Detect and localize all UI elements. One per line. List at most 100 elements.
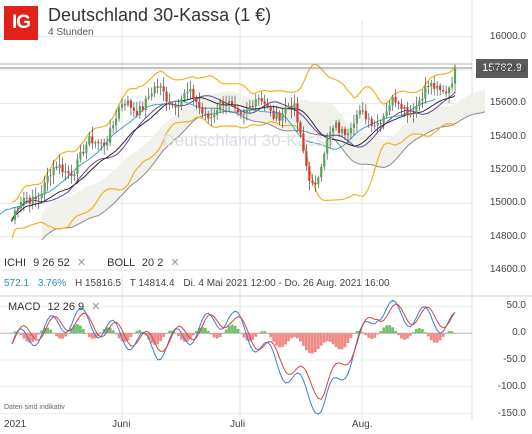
candle-body (227, 101, 231, 104)
candle-body (25, 197, 28, 199)
macd-histogram-bar (200, 326, 204, 334)
change-value: 572.1 (4, 278, 30, 289)
macd-histogram-bar (150, 333, 154, 344)
macd-histogram-bar (233, 325, 237, 334)
macd-histogram-bar (13, 331, 17, 334)
macd-histogram-bar (52, 332, 56, 334)
macd-histogram-bar (206, 330, 210, 334)
bollinger-bands (11, 63, 456, 239)
macd-histogram-bar (438, 333, 442, 341)
candle-body (442, 90, 445, 92)
candle-body (111, 125, 115, 129)
boll-params: 20 2 (141, 257, 164, 269)
kijun-line (11, 95, 456, 221)
candle-body (412, 113, 415, 115)
ig-logo: IG (4, 6, 38, 40)
macd-histogram-bar (212, 333, 216, 338)
macd-histogram-bar (117, 333, 121, 339)
candle-body (302, 133, 305, 152)
candle-body (224, 103, 228, 105)
macd-y-tick-label: -150.0 (497, 407, 526, 419)
macd-histogram-bar (296, 333, 299, 339)
macd-histogram-bar (432, 333, 436, 343)
candle-body (147, 96, 150, 99)
macd-histogram-bar (129, 333, 133, 338)
candle-body (46, 175, 49, 183)
candlesticks (10, 64, 457, 225)
candle-body (242, 113, 246, 115)
candle-body (445, 91, 448, 94)
macd-histogram-bar (73, 325, 76, 334)
candle-body (183, 93, 186, 100)
macd-label[interactable]: MACD (8, 301, 41, 313)
macd-histogram-bar (325, 333, 329, 342)
y-tick-label: 15200.0 (489, 164, 526, 175)
candle-body (334, 122, 338, 128)
remove-boll-button[interactable]: ✕ (170, 257, 180, 269)
macd-histogram-bar (307, 333, 311, 354)
candle-body (296, 103, 299, 123)
remove-macd-button[interactable]: ✕ (91, 301, 101, 313)
ichimoku-cloud (41, 88, 486, 241)
macd-histogram-bar (319, 333, 323, 346)
macd-histogram-bar (221, 333, 225, 334)
candle-body (162, 86, 165, 92)
ichi-label[interactable]: ICHI (4, 257, 26, 269)
macd-histogram-bar (22, 333, 26, 339)
macd-histogram-bar (257, 333, 261, 334)
macd-histogram-bar (37, 333, 41, 335)
macd-histogram-bar (403, 333, 406, 340)
macd-histogram-bar (28, 333, 32, 343)
candle-body (421, 98, 424, 101)
candle-body (117, 107, 121, 119)
macd-histogram-bar (138, 330, 142, 334)
candle-body (272, 110, 275, 119)
candle-body (207, 113, 210, 119)
macd-histogram-bar (313, 333, 317, 352)
candle-body (82, 151, 85, 154)
candle-body (37, 198, 40, 200)
candle-body (73, 173, 76, 177)
macd-histogram-bar (349, 333, 353, 339)
candle-body (186, 91, 189, 94)
tenkan-line (11, 91, 456, 221)
candle-body (88, 136, 91, 145)
boll-label[interactable]: BOLL (107, 257, 135, 269)
candle-body (79, 151, 82, 160)
candle-body (326, 138, 329, 154)
candle-body (358, 110, 361, 115)
macd-y-tick-label: -50.0 (503, 354, 526, 365)
macd-histogram-bar (423, 332, 427, 334)
macd-histogram-bar (126, 333, 130, 341)
candle-body (85, 144, 88, 154)
candle-body (239, 112, 243, 115)
macd-histogram-bar (382, 327, 386, 334)
candle-body (198, 101, 201, 108)
macd-histogram-bar (114, 333, 118, 335)
cloud-area (42, 88, 485, 241)
macd-y-tick-label: 50.0 (506, 300, 526, 312)
candle-body (317, 177, 320, 185)
candle-body (174, 104, 177, 108)
candle-body (450, 83, 454, 88)
candle-body (120, 104, 124, 108)
candle-body (433, 82, 436, 89)
candle-body (385, 111, 388, 116)
candle-body (400, 103, 403, 110)
candle-body (201, 107, 204, 114)
macd-histogram-bar (203, 328, 207, 334)
macd-histogram-bar (194, 331, 198, 334)
candle-body (379, 122, 382, 124)
candle-body (43, 182, 46, 195)
macd-histogram-bar (367, 333, 371, 338)
timeframe-label: 4 Stunden (48, 27, 94, 38)
macd-histogram-bar (236, 328, 240, 334)
disclaimer: Daten sind indikativ (4, 404, 65, 411)
remove-ichi-button[interactable]: ✕ (76, 257, 87, 269)
macd-histogram-bar (287, 333, 290, 342)
macd-histogram-bar (25, 333, 29, 342)
y-tick-label: 15400.0 (489, 130, 526, 142)
macd-histogram-bar (447, 331, 451, 334)
macd-histogram-bar (364, 333, 368, 336)
